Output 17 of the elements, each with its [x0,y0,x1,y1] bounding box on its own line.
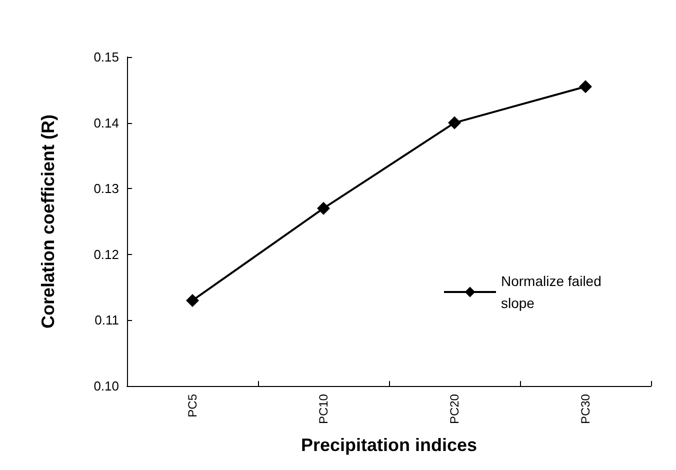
point [448,116,461,130]
y-axis-title: Corelation coefficient (R) [38,114,58,329]
legend-label: Normalize failed slope [501,273,606,311]
x-tick-label: PC10 [316,394,330,424]
y-tick-label: 0.12 [94,246,119,262]
point [579,80,592,94]
point [317,202,330,215]
point [186,294,199,307]
y-tick-label: 0.15 [94,50,119,64]
x-tick-label: PC5 [186,394,200,418]
x-tick-label: PC20 [448,394,462,424]
y-tick-label: 0.11 [94,312,119,328]
y-tick-label: 0.14 [94,115,119,130]
y-tick-label: 0.13 [94,181,119,196]
x-tick-label: PC30 [578,394,592,424]
x-axis-title: Precipitation indices [300,435,478,455]
y-tick-label: 0.10 [94,378,119,394]
